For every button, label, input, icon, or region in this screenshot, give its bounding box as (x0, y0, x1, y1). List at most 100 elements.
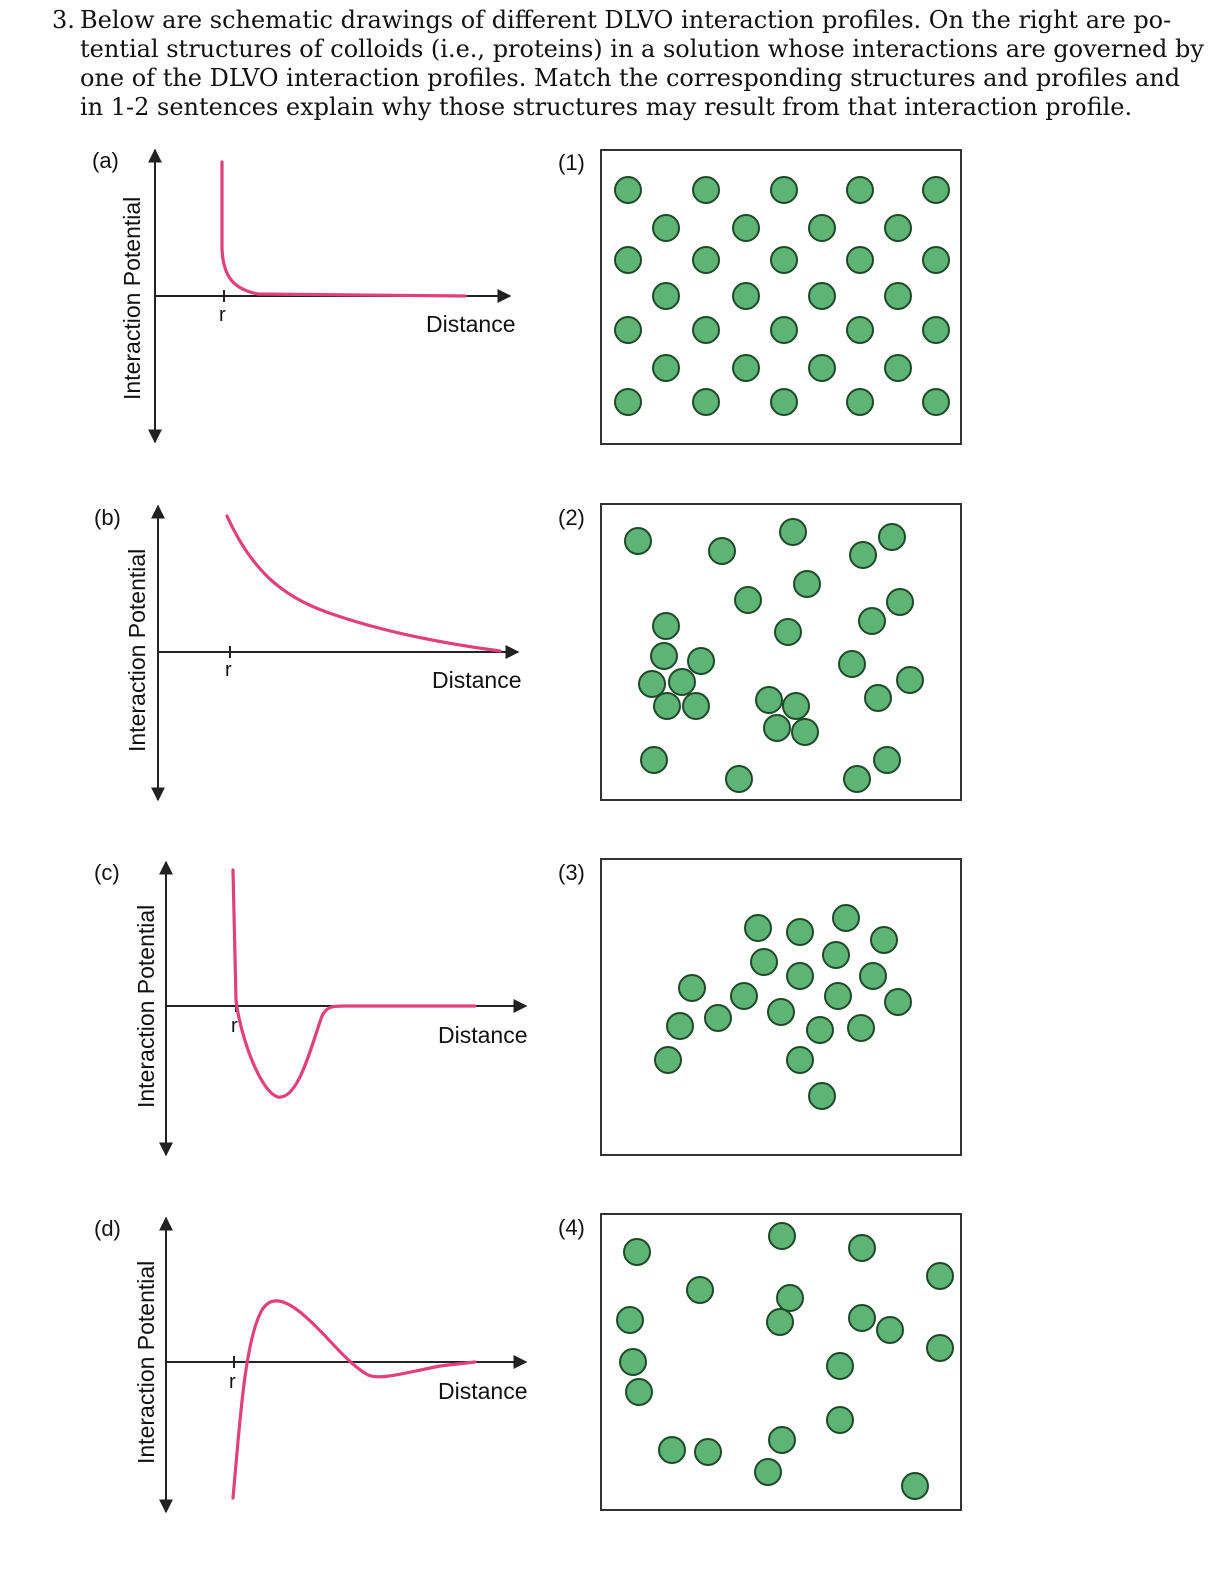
particle-lattice (692, 388, 720, 416)
particle-random (901, 1472, 929, 1500)
profile-label: (c) (94, 860, 120, 885)
particle-aggregate (786, 1046, 814, 1074)
r-label: r (219, 304, 226, 326)
structure-label: (1) (558, 150, 585, 175)
interaction-curve (231, 868, 477, 1099)
particle-dispersed (864, 684, 892, 712)
particle-lattice (692, 246, 720, 274)
particle-aggregate (704, 1004, 732, 1032)
particle-lattice (614, 246, 642, 274)
particle-aggregate (859, 962, 887, 990)
particle-aggregate (744, 914, 772, 942)
particle-lattice (884, 354, 912, 382)
particle-aggregate (806, 1016, 834, 1044)
r-label: r (225, 659, 232, 681)
particle-dispersed (791, 718, 819, 746)
particle-lattice (846, 246, 874, 274)
particle-random (826, 1352, 854, 1380)
particle-aggregate (847, 1014, 875, 1042)
particle-random (619, 1348, 647, 1376)
particle-lattice (922, 246, 950, 274)
particle-random (848, 1234, 876, 1262)
particle-dispersed (734, 586, 762, 614)
particle-dispersed (896, 666, 924, 694)
particle-random (616, 1306, 644, 1334)
x-axis-label: Distance (438, 1022, 527, 1048)
particle-lattice (770, 176, 798, 204)
particle-dispersed (650, 642, 678, 670)
particle-random (768, 1426, 796, 1454)
particle-lattice (652, 214, 680, 242)
particle-lattice (846, 388, 874, 416)
particle-lattice (614, 176, 642, 204)
interaction-curve (220, 160, 467, 298)
structure-label: (2) (558, 505, 585, 530)
particle-aggregate (822, 941, 850, 969)
particle-lattice (770, 246, 798, 274)
particle-lattice (846, 316, 874, 344)
particle-random (768, 1222, 796, 1250)
question-body: Below are schematic drawings of differen… (80, 6, 1204, 122)
particle-lattice (652, 282, 680, 310)
particle-dispersed (886, 588, 914, 616)
particle-aggregate (808, 1082, 836, 1110)
particle-random (926, 1262, 954, 1290)
particle-dispersed (849, 541, 877, 569)
particle-dispersed (687, 647, 715, 675)
particle-lattice (808, 214, 836, 242)
profile-d: (d) r Distance Interaction Potential (94, 1216, 527, 1514)
structure-label: (4) (558, 1215, 585, 1240)
particle-dispersed (708, 537, 736, 565)
question-line: Below are schematic drawings of differen… (80, 6, 1172, 34)
profile-label: (b) (94, 505, 121, 530)
particle-dispersed (782, 692, 810, 720)
particle-lattice (884, 282, 912, 310)
particle-dispersed (774, 618, 802, 646)
particle-dispersed (878, 523, 906, 551)
particle-lattice (770, 316, 798, 344)
particle-dispersed (838, 650, 866, 678)
particles (614, 176, 954, 1500)
particle-aggregate (870, 926, 898, 954)
y-axis-label: Interaction Potential (133, 905, 159, 1108)
x-axis-label: Distance (426, 311, 515, 337)
particle-dispersed (640, 746, 668, 774)
particle-lattice (692, 316, 720, 344)
particle-lattice (652, 354, 680, 382)
particle-aggregate (884, 988, 912, 1016)
particle-random (848, 1304, 876, 1332)
particle-random (776, 1284, 804, 1312)
particle-random (694, 1438, 722, 1466)
particle-random (623, 1238, 651, 1266)
particle-lattice (732, 214, 760, 242)
particle-dispersed (668, 668, 696, 696)
particle-lattice (770, 388, 798, 416)
particle-dispersed (763, 714, 791, 742)
particle-lattice (922, 316, 950, 344)
particle-aggregate (767, 998, 795, 1026)
question-number: 3. (52, 6, 75, 34)
particle-aggregate (786, 918, 814, 946)
particle-dispersed (779, 518, 807, 546)
r-label: r (229, 1371, 236, 1393)
x-axis-label: Distance (438, 1378, 527, 1404)
structure-box-4 (600, 1213, 962, 1511)
question-line: tential structures of colloids (i.e., pr… (80, 35, 1204, 63)
particle-random (754, 1458, 782, 1486)
particle-random (625, 1378, 653, 1406)
question-text: 3. Below are schematic drawings of diffe… (52, 6, 1204, 122)
particle-dispersed (652, 612, 680, 640)
particle-lattice (732, 282, 760, 310)
interaction-curve (225, 514, 502, 653)
y-axis-label: Interaction Potential (124, 549, 150, 752)
particle-lattice (692, 176, 720, 204)
particle-lattice (732, 354, 760, 382)
y-axis-label: Interaction Potential (133, 1261, 159, 1464)
particle-lattice (808, 354, 836, 382)
question-line: in 1-2 sentences explain why those struc… (80, 93, 1133, 121)
profile-b: (b) r Distance Interaction Potential (94, 504, 521, 802)
particle-random (658, 1436, 686, 1464)
particle-lattice (922, 176, 950, 204)
r-label: r (231, 1015, 238, 1037)
